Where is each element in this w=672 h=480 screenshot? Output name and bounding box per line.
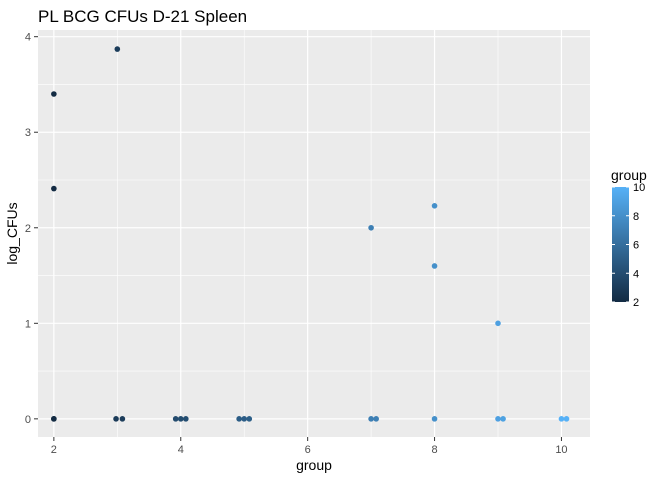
x-tick-label: 8 — [431, 444, 437, 456]
data-point — [119, 416, 126, 422]
x-tick-label: 10 — [555, 444, 567, 456]
y-axis-ticks: 0 1 2 3 4 — [25, 32, 38, 426]
data-point — [495, 416, 501, 422]
x-axis-ticks: 2 4 6 8 10 — [51, 437, 568, 456]
y-tick-label: 4 — [25, 32, 31, 44]
data-point — [368, 416, 374, 422]
data-point — [172, 416, 179, 422]
data-point — [495, 320, 501, 327]
y-tick-label: 1 — [25, 318, 31, 330]
data-point — [236, 416, 242, 422]
data-point — [431, 263, 438, 269]
data-point — [51, 91, 57, 97]
y-axis-title: log_CFUs — [4, 202, 20, 264]
data-point — [431, 202, 438, 209]
data-points — [51, 46, 570, 422]
data-point — [563, 416, 570, 422]
legend-tick-label: 8 — [633, 211, 639, 223]
y-tick-label: 2 — [25, 223, 31, 235]
data-point — [177, 416, 184, 422]
legend-tick-label: 10 — [633, 182, 645, 194]
data-point — [183, 416, 189, 422]
data-point — [368, 224, 374, 231]
x-tick-label: 2 — [51, 444, 57, 456]
x-tick-label: 6 — [305, 444, 311, 456]
data-point — [51, 416, 57, 422]
data-point — [113, 416, 119, 422]
data-point — [373, 416, 379, 422]
plot-panel — [38, 30, 590, 437]
data-point — [114, 46, 121, 52]
data-point — [246, 416, 253, 422]
x-axis-title: group — [296, 457, 332, 473]
legend-title: group — [611, 167, 647, 183]
data-point — [431, 416, 438, 422]
y-tick-label: 3 — [25, 127, 31, 139]
data-point — [241, 416, 248, 422]
colorbar — [612, 187, 629, 302]
x-tick-label: 4 — [178, 444, 184, 456]
grid-minor — [38, 30, 590, 437]
legend-tick-label: 4 — [633, 268, 639, 280]
chart-title: PL BCG CFUs D-21 Spleen — [38, 7, 247, 26]
color-legend: group 2 4 6 8 10 — [611, 167, 647, 309]
data-point — [500, 416, 506, 422]
y-tick-label: 0 — [25, 414, 31, 426]
data-point — [51, 185, 57, 192]
legend-tick-label: 6 — [633, 240, 639, 252]
legend-tick-label: 2 — [633, 297, 639, 309]
data-point — [558, 416, 565, 422]
